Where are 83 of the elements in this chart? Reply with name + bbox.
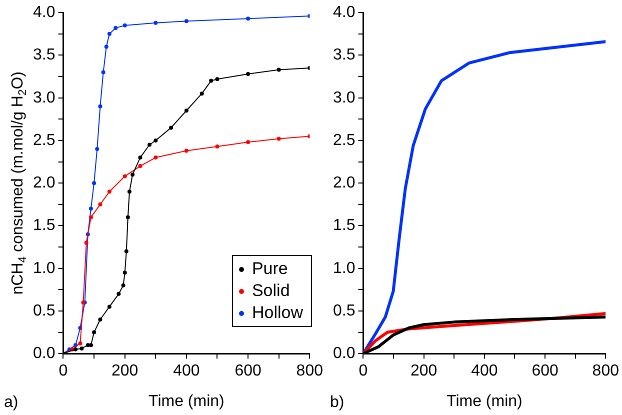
x-tick-label: 200 [410, 362, 438, 380]
y-tick-label: 3.5 [332, 46, 356, 64]
point [84, 240, 88, 245]
point [184, 19, 188, 24]
legend-label: Hollow [252, 302, 303, 324]
legend-label: Pure [252, 258, 288, 280]
text: a) [4, 394, 18, 411]
point [126, 215, 130, 220]
x-tick-label: 0 [358, 362, 368, 380]
point [246, 72, 250, 76]
point [209, 78, 214, 83]
x-tick-label: 600 [532, 362, 558, 380]
point [276, 136, 281, 141]
point [98, 202, 102, 206]
point [169, 126, 174, 130]
point [184, 148, 188, 153]
point [127, 190, 132, 194]
point [124, 249, 128, 254]
x-tick-label: 400 [173, 362, 200, 380]
point [138, 164, 142, 168]
point [154, 156, 158, 160]
y-tick-label: 2.0 [32, 174, 56, 192]
y-tick-label: 1.0 [32, 260, 56, 277]
point [147, 142, 152, 147]
x-tick-label: 0 [58, 362, 68, 380]
point [184, 108, 188, 113]
point [88, 206, 93, 211]
y-axis-title: nCH4 consumed (m.mol/g H2O) [9, 72, 29, 295]
x-tick-label: 800 [592, 362, 620, 380]
point [107, 32, 112, 36]
point [92, 181, 96, 186]
point [78, 341, 82, 346]
y-tick-label: 1.0 [332, 260, 356, 277]
point [154, 20, 158, 25]
point [122, 23, 127, 28]
point [138, 156, 142, 160]
point [215, 77, 220, 82]
point [80, 346, 84, 350]
point [74, 347, 78, 352]
point [130, 172, 135, 177]
x-axis-title: Time (min) [148, 392, 224, 410]
point [98, 104, 102, 108]
y-tick-label: 4.0 [332, 4, 356, 22]
point [114, 26, 118, 30]
y-tick-label: 2.5 [32, 132, 56, 149]
point [88, 215, 93, 220]
x-axis-title: Time (min) [446, 392, 522, 410]
point [276, 68, 281, 72]
point [122, 270, 127, 275]
y-tick-label: 0.5 [332, 302, 356, 320]
x-tick-label: 600 [234, 362, 262, 380]
point [92, 330, 96, 334]
y-tick-label: 1.5 [32, 217, 56, 234]
point [98, 318, 102, 322]
y-tick-label: 3.0 [332, 89, 356, 106]
x-tick-label: 200 [111, 362, 138, 380]
point [116, 292, 121, 296]
legend-label: Solid [252, 280, 290, 302]
y-tick-label: 0.0 [332, 345, 356, 362]
y-tick-label: 0.0 [32, 345, 56, 362]
y-tick-label: 2.5 [332, 132, 356, 149]
y-tick-label: 3.0 [32, 89, 56, 106]
y-tick-label: 2.0 [332, 174, 356, 192]
point [88, 343, 93, 348]
y-tick-label: 1.5 [332, 217, 356, 234]
point [101, 70, 106, 74]
y-tick-label: 3.5 [32, 46, 56, 64]
y-tick-label: 4.0 [32, 4, 56, 22]
point [107, 190, 112, 194]
text: b) [330, 394, 344, 411]
point [215, 144, 220, 148]
point [121, 283, 126, 288]
point [107, 304, 112, 309]
point [104, 44, 108, 49]
x-tick-label: 400 [471, 362, 498, 380]
point [246, 16, 250, 21]
point [200, 92, 204, 96]
x-tick-label: 800 [296, 362, 324, 380]
point [95, 147, 100, 151]
point [154, 138, 158, 142]
point [246, 140, 250, 144]
point [122, 174, 127, 178]
y-tick-label: 0.5 [32, 302, 56, 320]
